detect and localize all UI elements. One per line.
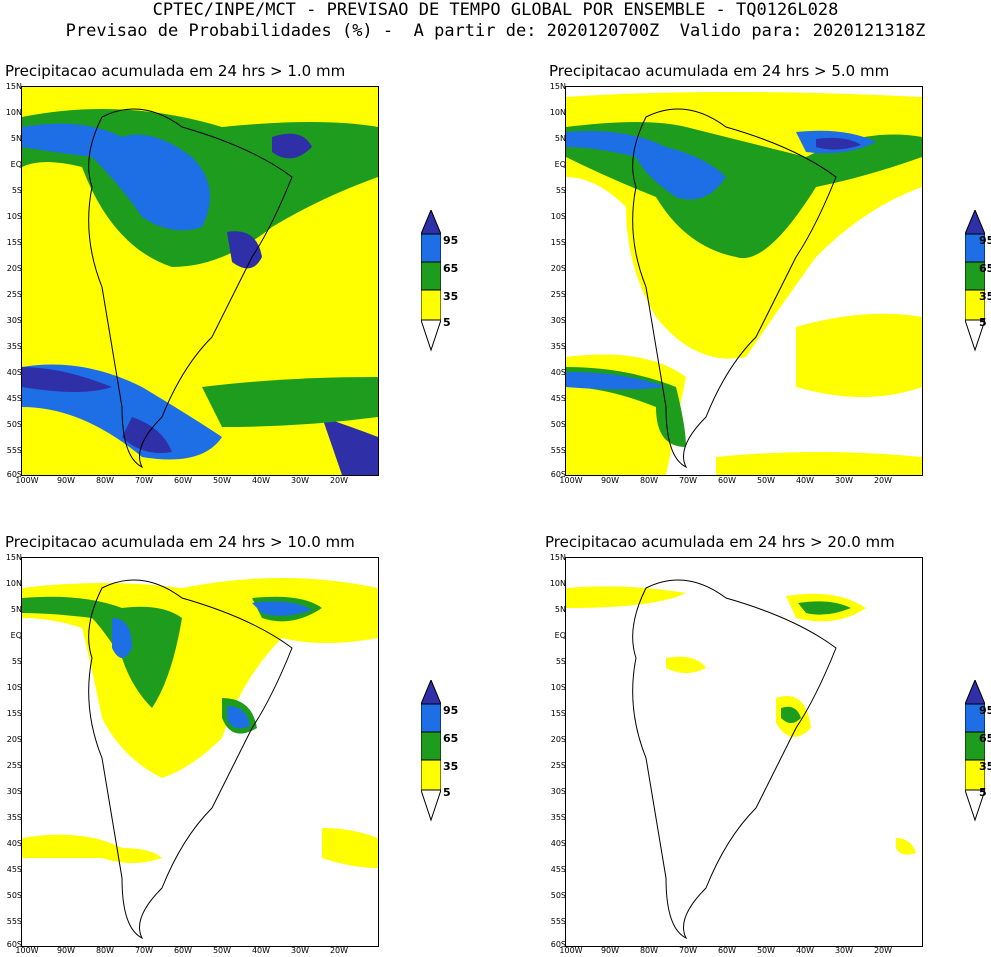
legend-4: 95 65 35 5 — [964, 678, 991, 830]
panel-title-20mm: Precipitacao acumulada em 24 hrs > 20.0 … — [545, 533, 895, 551]
map-panel-10mm — [21, 557, 379, 947]
field-green — [781, 601, 851, 723]
field-blue-east — [227, 231, 262, 269]
continent-outline — [88, 579, 293, 940]
legend-2: 95 65 35 5 — [964, 208, 991, 360]
continent-outline — [88, 108, 293, 469]
continent-outline — [632, 108, 837, 469]
field-darkblue — [272, 133, 312, 159]
map-panel-1mm — [21, 86, 379, 476]
field-green-south — [202, 377, 378, 427]
figure-title-line2: Previsao de Probabilidades (%) - A parti… — [65, 21, 926, 41]
field-blue — [112, 601, 312, 729]
field-green — [566, 122, 922, 447]
legend-1: 95 65 35 5 — [420, 208, 491, 360]
map-panel-5mm — [565, 86, 923, 476]
map-panel-20mm — [565, 557, 923, 947]
continent-outline — [632, 579, 837, 940]
panel-title-1mm: Precipitacao acumulada em 24 hrs > 1.0 m… — [5, 62, 346, 80]
panel-title-5mm: Precipitacao acumulada em 24 hrs > 5.0 m… — [549, 62, 890, 80]
field-blue — [566, 130, 876, 390]
panel-title-10mm: Precipitacao acumulada em 24 hrs > 10.0 … — [5, 533, 355, 551]
legend-3: 95 65 35 5 — [420, 678, 491, 830]
figure-title-line1: CPTEC/INPE/MCT - PREVISAO DE TEMPO GLOBA… — [152, 0, 839, 20]
field-yellow — [566, 586, 916, 855]
field-darkblue — [816, 137, 861, 150]
field-darkblue-south — [22, 367, 378, 475]
field-blue — [22, 123, 210, 231]
field-yellow — [22, 578, 378, 868]
